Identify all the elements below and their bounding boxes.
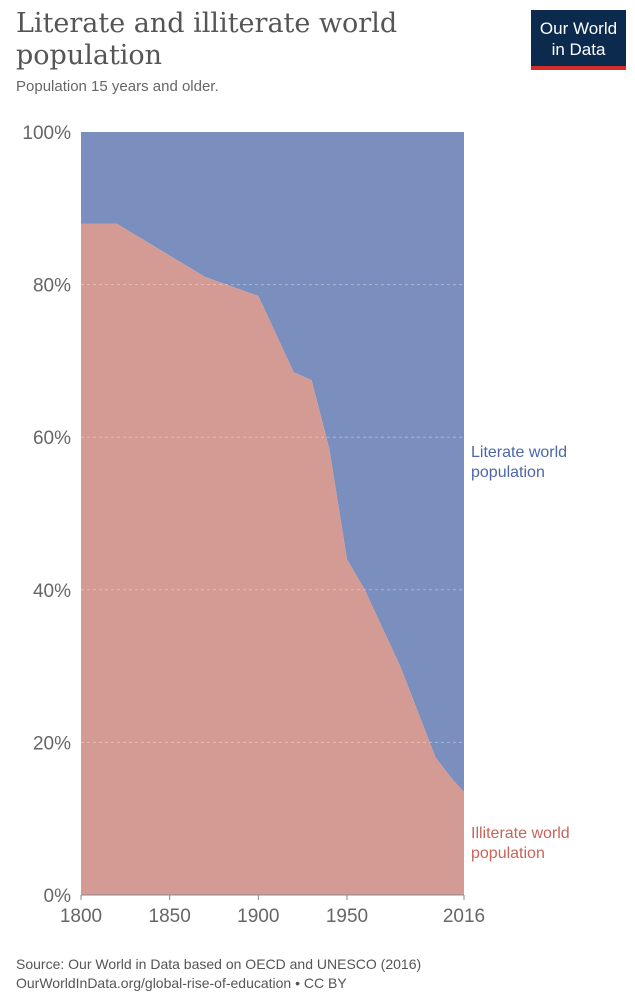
logo-line-1: Our World — [539, 19, 618, 38]
x-tick-label: 1850 — [149, 906, 191, 927]
source-note: Source: Our World in Data based on OECD … — [16, 956, 422, 972]
x-tick-label: 1800 — [60, 906, 102, 927]
chart-subtitle: Population 15 years and older. — [16, 78, 219, 95]
footer: Source: Our World in Data based on OECD … — [16, 955, 421, 993]
x-tick-label: 1950 — [326, 906, 368, 927]
y-tick-label: 60% — [33, 428, 71, 449]
y-tick-label: 0% — [44, 886, 72, 907]
x-tick-label: 1900 — [237, 906, 279, 927]
y-tick-label: 20% — [33, 733, 71, 754]
illiterate-series-label-line-1: Illiterate world — [471, 825, 570, 842]
literate-area — [81, 132, 464, 792]
illiterate-series-label-line-2: population — [471, 845, 545, 862]
owid-logo[interactable]: Our World in Data — [531, 10, 626, 70]
literate-series-label-line-1: Literate world — [471, 444, 567, 461]
y-tick-label: 40% — [33, 581, 71, 602]
illiterate-area — [81, 223, 464, 895]
chart-title: Literate and illiterate world population — [16, 8, 398, 71]
url-license[interactable]: OurWorldInData.org/global-rise-of-educat… — [16, 975, 347, 991]
x-tick-label: 2016 — [443, 906, 485, 927]
literate-series-label-line-2: population — [471, 464, 545, 481]
y-tick-label: 80% — [33, 276, 71, 297]
logo-line-2: in Data — [551, 40, 606, 59]
y-tick-label: 100% — [22, 123, 71, 144]
